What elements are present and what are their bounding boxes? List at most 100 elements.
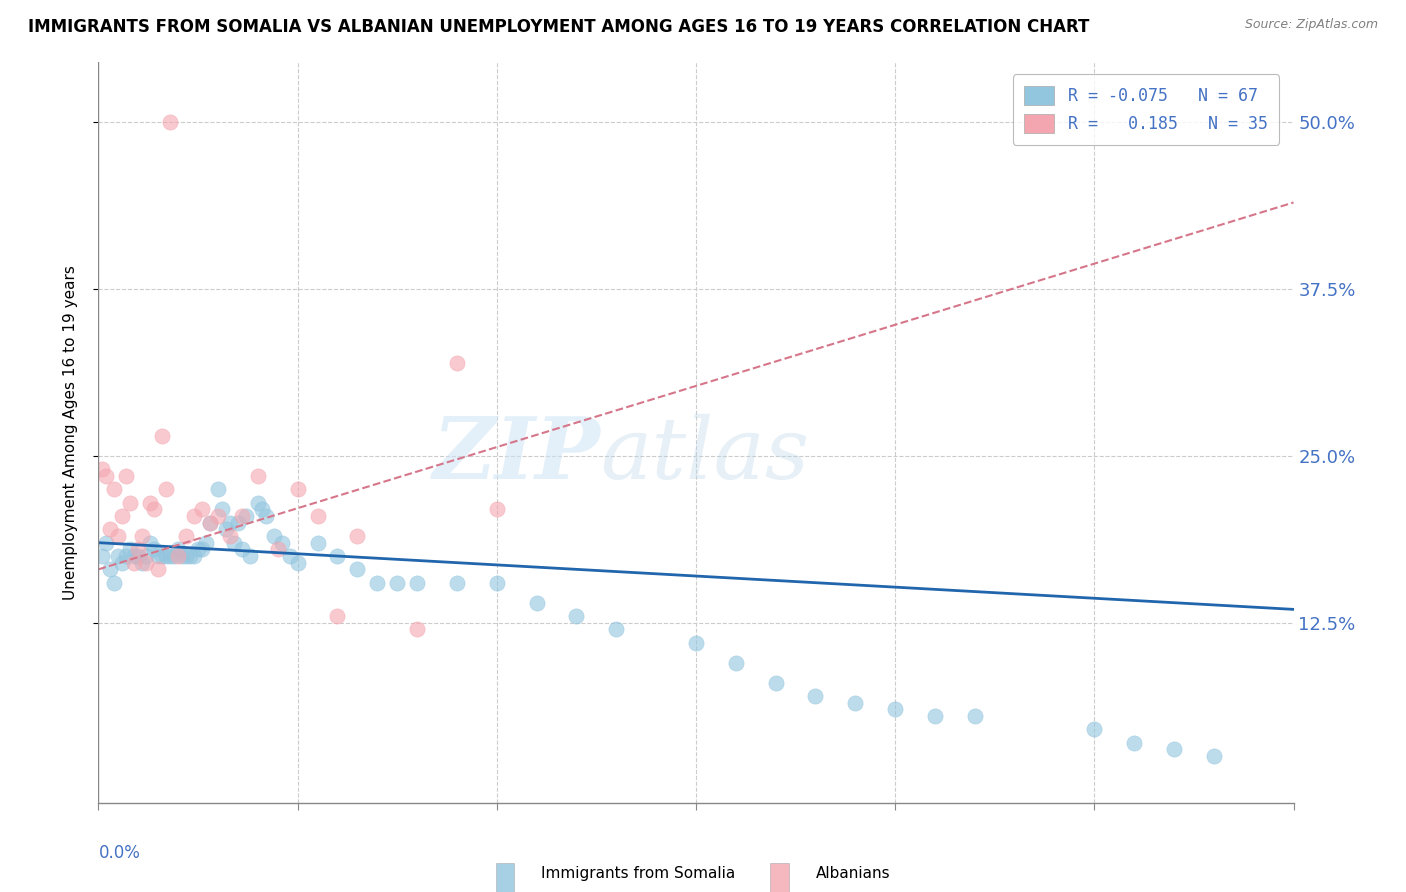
Point bbox=[195, 535, 218, 549]
Point bbox=[159, 549, 181, 563]
Text: ZIP: ZIP bbox=[433, 413, 600, 497]
Point bbox=[346, 562, 368, 576]
Point bbox=[406, 623, 429, 637]
Point bbox=[565, 609, 588, 624]
Point bbox=[159, 115, 181, 129]
Point bbox=[127, 549, 149, 563]
Point bbox=[250, 502, 273, 516]
Point bbox=[111, 556, 134, 570]
Legend: R = -0.075   N = 67, R =   0.185   N = 35: R = -0.075 N = 67, R = 0.185 N = 35 bbox=[1012, 74, 1279, 145]
Point bbox=[198, 516, 221, 530]
Point bbox=[148, 562, 170, 576]
Point bbox=[91, 462, 114, 476]
Point bbox=[107, 529, 129, 543]
Point bbox=[267, 542, 290, 557]
Point bbox=[135, 556, 157, 570]
Point bbox=[526, 596, 548, 610]
Point bbox=[278, 549, 301, 563]
Point bbox=[135, 549, 157, 563]
Point bbox=[326, 609, 349, 624]
Point bbox=[219, 516, 242, 530]
Point bbox=[98, 522, 122, 536]
Point bbox=[198, 516, 221, 530]
Point bbox=[103, 483, 125, 497]
Text: atlas: atlas bbox=[600, 414, 810, 496]
Point bbox=[685, 636, 707, 650]
Point bbox=[143, 542, 166, 557]
Point bbox=[103, 575, 125, 590]
Point bbox=[485, 502, 508, 516]
Point bbox=[963, 709, 986, 723]
Point bbox=[167, 549, 190, 563]
Point bbox=[96, 535, 118, 549]
Point bbox=[139, 496, 162, 510]
Point bbox=[98, 562, 122, 576]
Point bbox=[155, 549, 177, 563]
Point bbox=[254, 508, 277, 523]
Point bbox=[148, 549, 170, 563]
Point bbox=[183, 549, 205, 563]
Point bbox=[163, 549, 186, 563]
Point bbox=[211, 502, 233, 516]
Point bbox=[246, 469, 269, 483]
Point bbox=[207, 483, 229, 497]
Point bbox=[446, 355, 468, 369]
Point bbox=[191, 502, 214, 516]
Point bbox=[924, 709, 946, 723]
Point bbox=[174, 529, 197, 543]
Point bbox=[385, 575, 409, 590]
Point bbox=[191, 542, 214, 557]
Y-axis label: Unemployment Among Ages 16 to 19 years: Unemployment Among Ages 16 to 19 years bbox=[63, 265, 77, 600]
Point bbox=[96, 469, 118, 483]
Point bbox=[1083, 723, 1105, 737]
Point bbox=[605, 623, 627, 637]
Point bbox=[446, 575, 468, 590]
Point bbox=[207, 508, 229, 523]
Point bbox=[263, 529, 285, 543]
Text: Immigrants from Somalia: Immigrants from Somalia bbox=[541, 866, 735, 880]
Text: Source: ZipAtlas.com: Source: ZipAtlas.com bbox=[1244, 18, 1378, 31]
Point bbox=[174, 549, 197, 563]
Point bbox=[326, 549, 349, 563]
Point bbox=[804, 689, 827, 703]
Point bbox=[246, 496, 269, 510]
Text: Albanians: Albanians bbox=[815, 866, 890, 880]
Point bbox=[485, 575, 508, 590]
Point bbox=[765, 675, 787, 690]
Point bbox=[287, 556, 309, 570]
Point bbox=[307, 535, 329, 549]
Point bbox=[724, 656, 747, 670]
Point bbox=[226, 516, 249, 530]
Point bbox=[215, 522, 238, 536]
Point bbox=[231, 542, 253, 557]
Point bbox=[884, 702, 907, 716]
Point bbox=[307, 508, 329, 523]
Point bbox=[115, 549, 138, 563]
Point bbox=[155, 483, 177, 497]
Point bbox=[107, 549, 129, 563]
Point bbox=[127, 542, 149, 557]
Point bbox=[1163, 742, 1185, 756]
Point bbox=[124, 556, 146, 570]
Point bbox=[139, 535, 162, 549]
Point bbox=[172, 549, 194, 563]
Point bbox=[231, 508, 253, 523]
Point bbox=[115, 469, 138, 483]
Point bbox=[179, 549, 201, 563]
Point bbox=[406, 575, 429, 590]
Point bbox=[111, 508, 134, 523]
Point bbox=[120, 496, 142, 510]
Point bbox=[150, 549, 173, 563]
Point bbox=[1202, 749, 1225, 764]
Point bbox=[219, 529, 242, 543]
Point bbox=[287, 483, 309, 497]
Point bbox=[131, 556, 153, 570]
Point bbox=[124, 549, 146, 563]
Point bbox=[222, 535, 245, 549]
Text: IMMIGRANTS FROM SOMALIA VS ALBANIAN UNEMPLOYMENT AMONG AGES 16 TO 19 YEARS CORRE: IMMIGRANTS FROM SOMALIA VS ALBANIAN UNEM… bbox=[28, 18, 1090, 36]
Point bbox=[143, 502, 166, 516]
Point bbox=[270, 535, 292, 549]
Point bbox=[366, 575, 388, 590]
Point bbox=[239, 549, 262, 563]
Point bbox=[91, 549, 114, 563]
